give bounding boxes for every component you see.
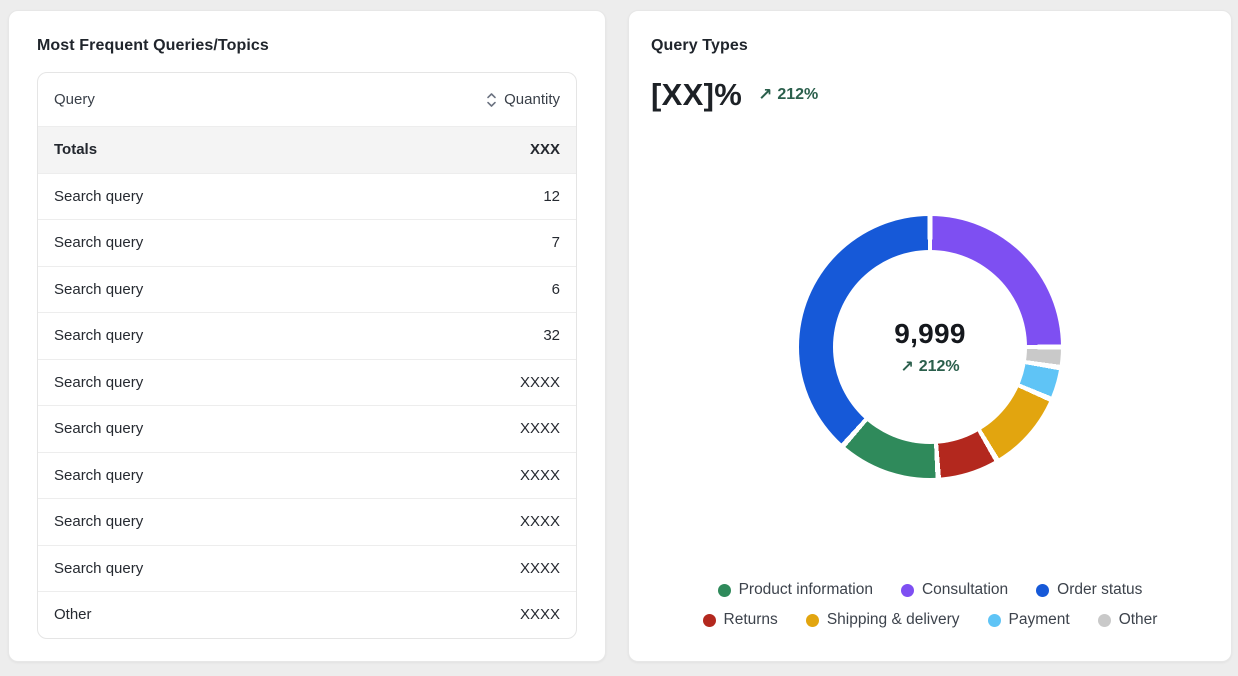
legend-item[interactable]: Returns: [702, 611, 778, 629]
query-cell: Search query: [54, 234, 144, 252]
donut-center-trend: ↗ 212%: [900, 357, 959, 377]
quantity-cell: XXXX: [519, 420, 560, 438]
legend-item[interactable]: Product information: [717, 581, 873, 599]
headline-kpi: [XX]% ↗ 212%: [651, 77, 1209, 113]
queries-table: Query Quantity Totals XXX Search query 12…: [37, 72, 577, 639]
donut-chart[interactable]: 9,999 ↗ 212%: [799, 216, 1061, 478]
headline-value: [XX]%: [651, 77, 743, 112]
legend-item[interactable]: Payment: [987, 611, 1070, 629]
legend-item[interactable]: Order status: [1036, 581, 1142, 599]
totals-label: Totals: [54, 141, 98, 159]
quantity-cell: XXXX: [519, 466, 560, 484]
donut-center-trend-value: 212%: [918, 357, 960, 375]
table-row: Search query XXXX: [38, 498, 576, 545]
totals-row: Totals XXX: [38, 126, 576, 173]
query-cell: Search query: [54, 466, 144, 484]
legend-item[interactable]: Shipping & delivery: [805, 611, 960, 629]
legend-color-dot: [702, 613, 716, 627]
table-row: Other XXXX: [38, 591, 576, 638]
legend-row: Returns Shipping & delivery Payment Other: [702, 611, 1158, 629]
column-header-query: Query: [54, 91, 95, 108]
legend-label: Returns: [723, 611, 778, 628]
headline-trend-value: 212%: [777, 86, 819, 103]
query-cell: Search query: [54, 280, 144, 298]
query-types-card: Query Types [XX]% ↗ 212% 9,999 ↗ 212% Pr…: [628, 10, 1232, 662]
queries-table-body: Search query 12 Search query 7 Search query 6…: [38, 172, 576, 638]
column-header-quantity[interactable]: Quantity: [486, 91, 560, 108]
donut-center: 9,999 ↗ 212%: [833, 250, 1027, 444]
query-cell: Search query: [54, 420, 144, 438]
quantity-cell: XXXX: [519, 606, 560, 624]
table-row: Search query XXXX: [38, 544, 576, 592]
quantity-cell: XXXX: [519, 373, 560, 391]
query-cell: Search query: [54, 373, 144, 391]
legend-color-dot: [717, 583, 731, 597]
query-cell: Search query: [54, 187, 144, 205]
column-header-quantity-label: Quantity: [504, 91, 560, 108]
legend-color-dot: [1097, 613, 1111, 627]
legend-item[interactable]: Other: [1097, 611, 1158, 629]
totals-value: XXX: [529, 141, 560, 159]
table-row: Search query XXXX: [38, 358, 576, 406]
legend-label: Payment: [1008, 611, 1070, 628]
table-row: Search query 12: [38, 172, 576, 220]
chart-legend: Product information Consultation Order sta…: [651, 581, 1209, 639]
legend-color-dot: [805, 613, 819, 627]
legend-label: Other: [1118, 611, 1158, 628]
quantity-cell: 6: [551, 280, 560, 298]
headline-trend-badge: ↗ 212%: [758, 85, 818, 105]
trend-up-arrow-icon: ↗: [900, 358, 914, 376]
quantity-cell: XXXX: [519, 513, 560, 531]
legend-color-dot: [1036, 583, 1050, 597]
legend-item[interactable]: Consultation: [900, 581, 1009, 599]
quantity-cell: 32: [543, 327, 560, 345]
quantity-cell: XXXX: [519, 559, 560, 577]
sort-icon: [486, 92, 497, 108]
table-row: Search query 32: [38, 312, 576, 359]
quantity-cell: 12: [543, 187, 560, 205]
legend-color-dot: [987, 613, 1001, 627]
table-row: Search query 7: [38, 219, 576, 266]
trend-up-arrow-icon: ↗: [758, 85, 773, 104]
query-cell: Search query: [54, 327, 144, 345]
table-row: Search query XXXX: [38, 405, 576, 452]
quantity-cell: 7: [551, 234, 560, 252]
legend-label: Order status: [1057, 581, 1143, 598]
frequent-queries-title: Most Frequent Queries/Topics: [37, 37, 269, 54]
query-cell: Other: [54, 606, 92, 624]
legend-label: Shipping & delivery: [826, 611, 960, 628]
legend-label: Consultation: [921, 581, 1009, 598]
donut-chart-area: 9,999 ↗ 212%: [651, 113, 1209, 581]
donut-center-value: 9,999: [894, 317, 966, 349]
query-types-title: Query Types: [651, 37, 748, 54]
legend-color-dot: [900, 583, 914, 597]
table-row: Search query XXXX: [38, 451, 576, 499]
queries-table-header: Query Quantity: [38, 73, 576, 126]
table-row: Search query 6: [38, 265, 576, 313]
legend-label: Product information: [738, 581, 873, 598]
legend-row: Product information Consultation Order sta…: [717, 581, 1142, 599]
query-cell: Search query: [54, 513, 144, 531]
query-cell: Search query: [54, 559, 144, 577]
frequent-queries-card: Most Frequent Queries/Topics Query Quant…: [8, 10, 606, 662]
